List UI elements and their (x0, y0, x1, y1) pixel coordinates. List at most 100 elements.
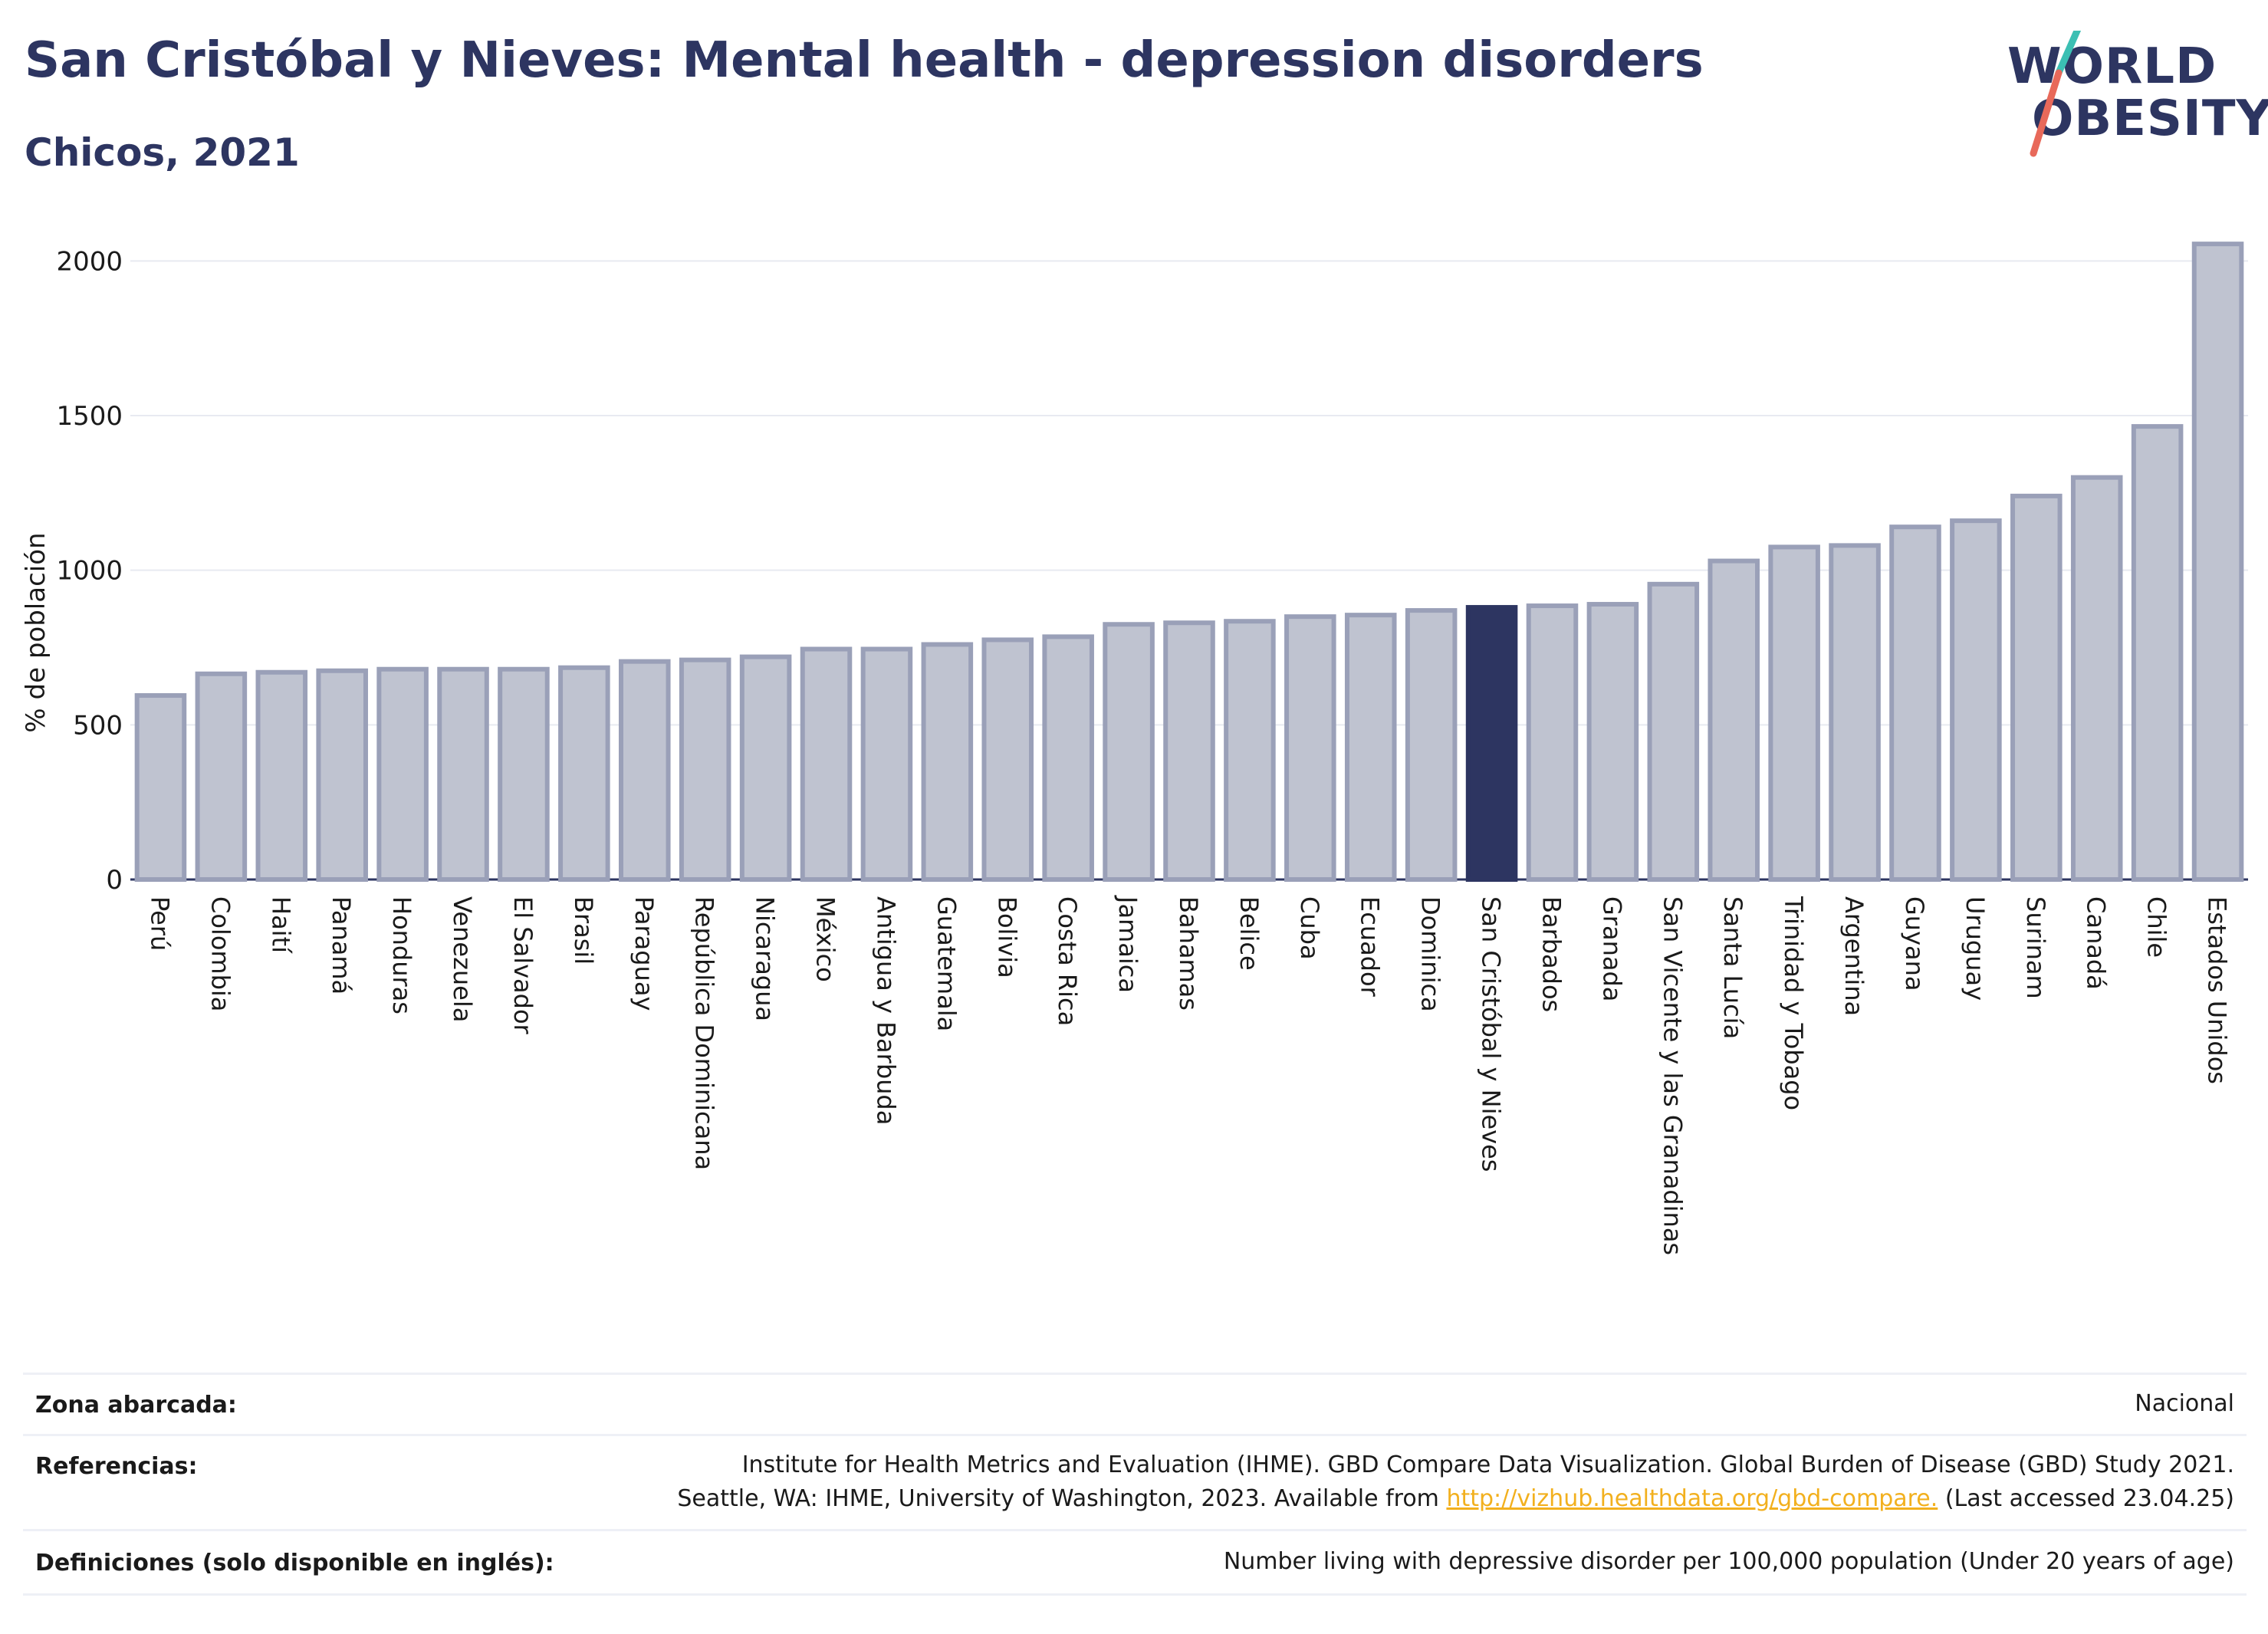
x-tick-label: Venezuela (448, 896, 477, 1022)
definitions-value: Number living with depressive disorder p… (1223, 1548, 2234, 1575)
x-tick-label: Estados Unidos (2203, 896, 2232, 1084)
definitions-label: Definiciones (solo disponible en inglés)… (35, 1550, 554, 1576)
footer-row-definitions: Definiciones (solo disponible en inglés)… (23, 1529, 2247, 1596)
bar (134, 693, 187, 882)
x-tick-label: México (811, 896, 840, 982)
x-tick-label: Santa Lucía (1718, 896, 1747, 1039)
x-tick-label: Honduras (387, 896, 416, 1014)
bar (618, 659, 671, 883)
chart-title: San Cristóbal y Nieves: Mental health - … (25, 32, 1704, 89)
zone-value: Nacional (2135, 1390, 2234, 1417)
bar (2010, 493, 2063, 882)
bar (1647, 581, 1700, 882)
bar (921, 642, 974, 882)
y-tick-label: 1000 (56, 556, 123, 587)
x-tick-label: Canadá (2082, 896, 2111, 990)
references-line-2-end: (Last accessed 23.04.25) (1938, 1485, 2234, 1512)
x-tick-label: Colombia (205, 896, 235, 1011)
bar (1103, 622, 1155, 882)
footer-row-zone: Zona abarcada: Nacional (23, 1373, 2247, 1436)
bar (498, 666, 550, 882)
logo-text-obesity: OBESITY (2032, 90, 2268, 147)
bar (2131, 424, 2184, 883)
x-tick-label: Costa Rica (1053, 896, 1082, 1026)
bar (1586, 602, 1639, 882)
x-tick-label: Argentina (1839, 896, 1869, 1016)
references-line-2-start: Seattle, WA: IHME, University of Washing… (677, 1485, 1447, 1512)
y-tick-label: 2000 (56, 246, 123, 277)
x-tick-label: Belice (1234, 896, 1264, 971)
x-tick-label: Dominica (1416, 896, 1445, 1012)
y-axis: 0 500 1000 1500 2000 (56, 246, 123, 896)
bar (1526, 603, 1579, 882)
y-axis-label: % de población (21, 532, 51, 732)
x-tick-label: Barbados (1537, 896, 1566, 1012)
bar (860, 646, 913, 882)
bar (316, 668, 368, 882)
x-tick-label: Nicaragua (751, 896, 780, 1021)
bar (437, 666, 489, 882)
bar (376, 666, 429, 882)
x-tick-label: San Vicente y las Granadinas (1658, 896, 1687, 1255)
bar (1405, 608, 1458, 882)
x-tick-label: Brasil (569, 896, 598, 965)
y-tick-label: 1500 (56, 401, 123, 432)
x-tick-label: Haití (266, 896, 295, 954)
bar (1465, 605, 1518, 882)
x-tick-label: Guatemala (932, 896, 961, 1031)
x-tick-label: Antigua y Barbuda (871, 896, 900, 1125)
x-tick-label: Surinam (2021, 896, 2050, 999)
bar (195, 671, 248, 882)
bar (1284, 614, 1336, 883)
references-label: Referencias: (35, 1453, 198, 1480)
x-tick-label: Uruguay (1961, 896, 1990, 1001)
x-tick-label: Granada (1597, 896, 1626, 1001)
x-tick-label: Chile (2142, 896, 2171, 958)
bar (2191, 242, 2244, 882)
zone-label: Zona abarcada: (35, 1392, 237, 1419)
x-axis-labels: Perú Colombia Haití Panamá Honduras Venezuela… (145, 895, 2231, 1255)
bar (1344, 613, 1397, 883)
logo-text-world: WORLD (2007, 38, 2217, 95)
references-value: Institute for Health Metrics and Evaluat… (677, 1448, 2234, 1516)
x-tick-label: Perú (145, 896, 174, 951)
references-link[interactable]: http://vizhub.healthdata.org/gbd-compare… (1446, 1485, 1938, 1512)
x-tick-label: Ecuador (1356, 896, 1385, 998)
chart-subtitle: Chicos, 2021 (25, 130, 300, 175)
references-line-2: Seattle, WA: IHME, University of Washing… (677, 1482, 2234, 1516)
bar (558, 665, 610, 882)
footer-bottom-rule (23, 1593, 2247, 1596)
footer-row-references: Referencias: Institute for Health Metric… (23, 1434, 2247, 1531)
world-obesity-logo: WORLD OBESITY (1986, 31, 2268, 169)
y-tick-label: 500 (73, 710, 123, 741)
bar (1163, 620, 1215, 882)
y-tick-label: 0 (106, 865, 123, 896)
bar (1042, 634, 1094, 883)
x-tick-label: Jamaica (1113, 895, 1142, 993)
x-tick-label: Bolivia (992, 896, 1021, 978)
bar (800, 646, 853, 882)
bar (739, 654, 792, 882)
bar (981, 637, 1034, 883)
bar (1829, 543, 1881, 882)
references-line-1: Institute for Health Metrics and Evaluat… (741, 1452, 2234, 1478)
x-tick-label: Panamá (327, 896, 356, 995)
bar (2070, 475, 2123, 882)
x-tick-label: Trinidad y Tobago (1779, 896, 1808, 1110)
x-tick-label: El Salvador (508, 896, 537, 1035)
bar (1224, 619, 1276, 882)
x-tick-label: Guyana (1900, 896, 1929, 991)
logo-slash-icon (2030, 31, 2082, 157)
bar (1889, 524, 1941, 882)
bar (1708, 558, 1760, 882)
x-tick-label: República Dominicana (690, 896, 719, 1170)
x-tick-label: Cuba (1295, 896, 1324, 960)
x-tick-label: Paraguay (629, 896, 659, 1011)
x-tick-label: Bahamas (1174, 896, 1203, 1011)
bar (679, 657, 731, 883)
bar (255, 669, 308, 882)
bar (1768, 544, 1820, 882)
x-tick-label: San Cristóbal y Nieves (1477, 896, 1506, 1172)
bars (134, 242, 2244, 883)
bar (1950, 518, 2002, 882)
